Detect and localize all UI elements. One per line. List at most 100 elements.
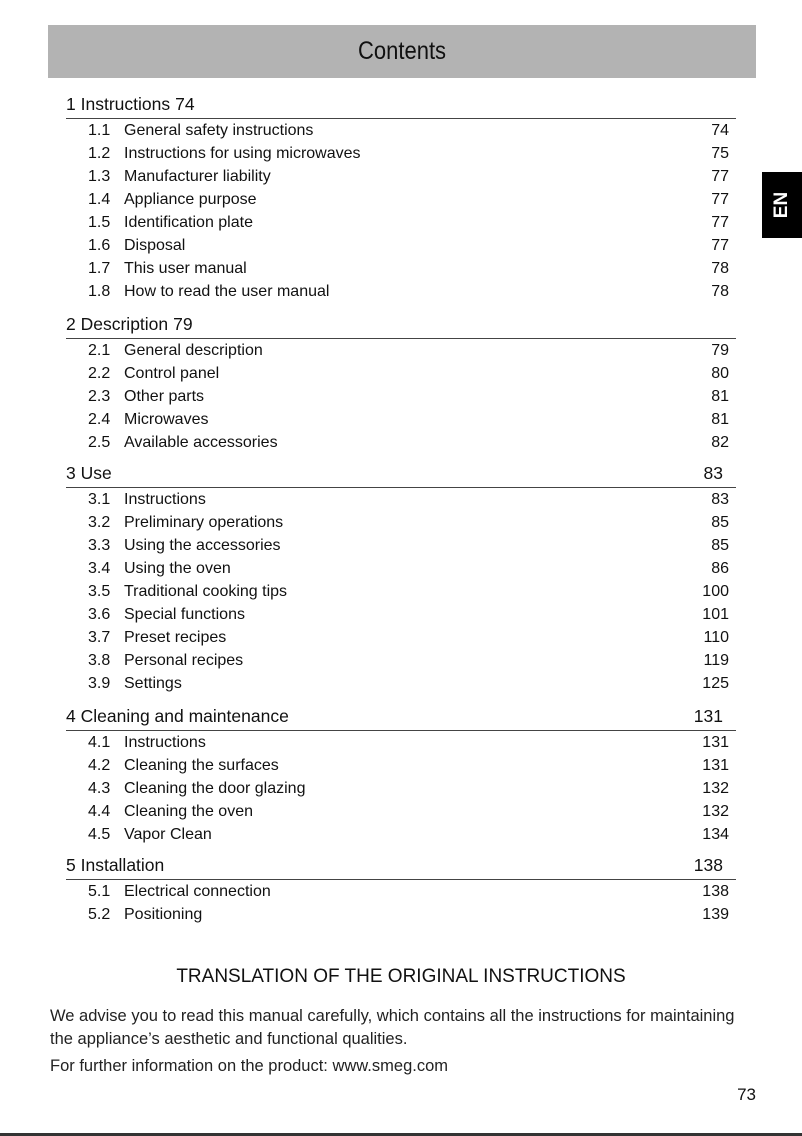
advice-paragraph: We advise you to read this manual carefu… <box>50 1007 735 1048</box>
page-number: 73 <box>737 1085 756 1104</box>
entry-number: 3.2 <box>88 514 111 531</box>
entry-number: 1.3 <box>88 168 111 185</box>
toc-section: 1 Instructions 74 1.1 General safety instru… <box>66 92 736 303</box>
entry-number: 3.8 <box>88 652 111 669</box>
section-page: 131 <box>693 706 723 726</box>
toc-entry[interactable]: 3.8 Personal recipes 119 <box>66 649 736 672</box>
toc-entry[interactable]: 4.2 Cleaning the surfaces 131 <box>66 754 736 777</box>
toc-entry[interactable]: 3.3 Using the accessories 85 <box>66 534 736 557</box>
toc-entry[interactable]: 5.1 Electrical connection 138 <box>66 880 736 903</box>
section-number: 5 <box>66 855 76 875</box>
toc-entry[interactable]: 2.2 Control panel 80 <box>66 362 736 385</box>
entry-number: 4.2 <box>88 757 111 774</box>
entry-title: Cleaning the door glazing <box>124 780 306 797</box>
entry-number: 1.4 <box>88 191 111 208</box>
section-number: 3 <box>66 463 76 483</box>
entry-page: 85 <box>711 537 729 554</box>
toc-entry[interactable]: 1.5 Identification plate 77 <box>66 211 736 234</box>
toc-section: 2 Description 79 2.1 General description 79 2… <box>66 312 736 454</box>
entry-page: 138 <box>702 883 729 900</box>
section-page: 74 <box>175 94 195 114</box>
entry-title: Instructions <box>124 734 206 751</box>
entry-number: 1.8 <box>88 283 111 300</box>
section-heading[interactable]: 5 Installation 138 <box>66 853 736 880</box>
entry-title: Available accessories <box>124 434 278 451</box>
toc-entry[interactable]: 2.1 General description 79 <box>66 339 736 362</box>
entry-page: 81 <box>711 388 729 405</box>
entry-number: 1.1 <box>88 122 111 139</box>
info-paragraph: For further information on the product: … <box>50 1057 448 1075</box>
section-heading[interactable]: 1 Instructions 74 <box>66 92 736 119</box>
entry-page: 77 <box>711 214 729 231</box>
toc-entry[interactable]: 3.6 Special functions 101 <box>66 603 736 626</box>
toc-section: 4 Cleaning and maintenance 131 4.1 Instruct… <box>66 704 736 846</box>
entry-title: Using the accessories <box>124 537 281 554</box>
entry-number: 3.4 <box>88 560 111 577</box>
section-page: 83 <box>703 463 723 483</box>
entry-number: 2.5 <box>88 434 111 451</box>
section-page: 138 <box>693 855 723 875</box>
toc-entry[interactable]: 2.5 Available accessories 82 <box>66 431 736 454</box>
toc-entry[interactable]: 1.1 General safety instructions 74 <box>66 119 736 142</box>
toc-entry[interactable]: 1.2 Instructions for using microwaves 75 <box>66 142 736 165</box>
toc-entry[interactable]: 4.4 Cleaning the oven 132 <box>66 800 736 823</box>
toc-entry[interactable]: 4.3 Cleaning the door glazing 132 <box>66 777 736 800</box>
section-heading[interactable]: 4 Cleaning and maintenance 131 <box>66 704 736 731</box>
language-tab-label: EN <box>771 191 792 219</box>
entry-title: This user manual <box>124 260 247 277</box>
toc-entry[interactable]: 1.4 Appliance purpose 77 <box>66 188 736 211</box>
entry-number: 5.1 <box>88 883 111 900</box>
entry-number: 3.5 <box>88 583 111 600</box>
entry-title: Microwaves <box>124 411 209 428</box>
entry-page: 85 <box>711 514 729 531</box>
entry-number: 3.1 <box>88 491 111 508</box>
toc-entry[interactable]: 3.2 Preliminary operations 85 <box>66 511 736 534</box>
entry-number: 2.2 <box>88 365 111 382</box>
entry-title: Disposal <box>124 237 186 254</box>
bottom-rule <box>0 1133 802 1136</box>
entry-title: Traditional cooking tips <box>124 583 288 600</box>
entry-page: 100 <box>702 583 729 600</box>
entry-number: 1.6 <box>88 237 111 254</box>
toc-entry[interactable]: 3.7 Preset recipes 110 <box>66 626 736 649</box>
entry-title: Preset recipes <box>124 629 227 646</box>
entry-page: 77 <box>711 191 729 208</box>
entry-title: Special functions <box>124 606 245 623</box>
toc-entry[interactable]: 1.7 This user manual 78 <box>66 257 736 280</box>
entry-number: 3.6 <box>88 606 111 623</box>
entry-number: 1.5 <box>88 214 111 231</box>
section-heading[interactable]: 3 Use 83 <box>66 461 736 488</box>
toc-entry[interactable]: 1.6 Disposal 77 <box>66 234 736 257</box>
entry-page: 82 <box>711 434 729 451</box>
entry-title: Using the oven <box>124 560 231 577</box>
entry-title: Identification plate <box>124 214 253 231</box>
toc-entry[interactable]: 1.8 How to read the user manual 78 <box>66 280 736 303</box>
toc-entry[interactable]: 4.5 Vapor Clean 134 <box>66 823 736 846</box>
toc-entry[interactable]: 2.4 Microwaves 81 <box>66 408 736 431</box>
toc-entry[interactable]: 3.1 Instructions 83 <box>66 488 736 511</box>
section-title: Use <box>80 463 112 483</box>
toc-entry[interactable]: 1.3 Manufacturer liability 77 <box>66 165 736 188</box>
entry-title: Instructions for using microwaves <box>124 145 361 162</box>
toc-entry[interactable]: 3.9 Settings 125 <box>66 672 736 695</box>
toc-entry[interactable]: 3.4 Using the oven 86 <box>66 557 736 580</box>
toc-entry[interactable]: 4.1 Instructions 131 <box>66 731 736 754</box>
entry-title: Control panel <box>124 365 220 382</box>
entry-page: 77 <box>711 168 729 185</box>
entry-number: 2.4 <box>88 411 111 428</box>
entry-number: 2.3 <box>88 388 111 405</box>
entry-page: 80 <box>711 365 729 382</box>
entry-title: General safety instructions <box>124 122 314 139</box>
entry-page: 134 <box>702 826 729 843</box>
entry-number: 4.3 <box>88 780 111 797</box>
entry-page: 75 <box>711 145 729 162</box>
section-heading[interactable]: 2 Description 79 <box>66 312 736 339</box>
entry-page: 110 <box>703 629 729 646</box>
toc-entry[interactable]: 5.2 Positioning 139 <box>66 903 736 926</box>
entry-page: 79 <box>711 342 729 359</box>
entry-number: 4.5 <box>88 826 111 843</box>
entry-number: 4.4 <box>88 803 111 820</box>
toc-entry[interactable]: 3.5 Traditional cooking tips 100 <box>66 580 736 603</box>
toc-entry[interactable]: 2.3 Other parts 81 <box>66 385 736 408</box>
translation-heading: TRANSLATION OF THE ORIGINAL INSTRUCTIONS <box>176 966 626 987</box>
